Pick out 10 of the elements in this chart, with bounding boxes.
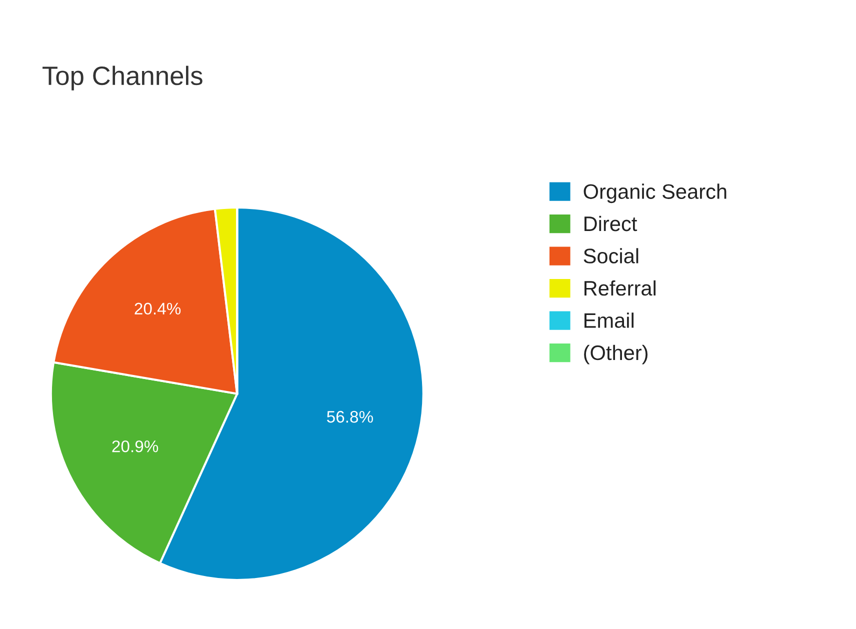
legend-label: (Other) xyxy=(584,344,648,364)
legend-label: Social xyxy=(584,248,638,264)
data-label: 20.9% xyxy=(112,440,158,452)
legend-label: Referral xyxy=(584,280,656,296)
legend-label: Direct xyxy=(584,216,638,232)
data-label: 20.4% xyxy=(134,302,181,315)
chart-title: Top Channels xyxy=(42,66,202,90)
legend-label: Organic Search xyxy=(584,184,726,204)
legend-label: Email xyxy=(584,312,634,328)
data-label: 56.8% xyxy=(326,410,373,423)
